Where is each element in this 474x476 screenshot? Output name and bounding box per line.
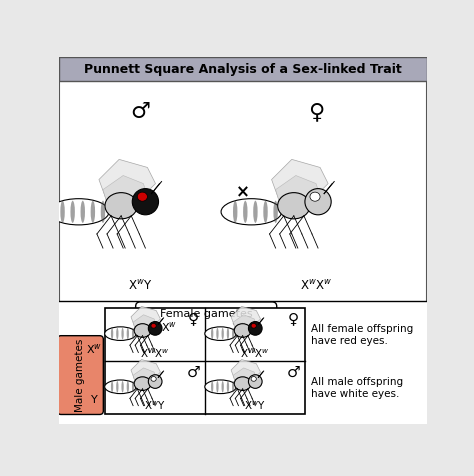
Bar — [59, 301, 427, 424]
Ellipse shape — [216, 328, 219, 339]
Text: ♂: ♂ — [186, 365, 200, 379]
Ellipse shape — [216, 381, 219, 393]
Ellipse shape — [137, 192, 147, 201]
Polygon shape — [272, 159, 328, 202]
Ellipse shape — [132, 381, 134, 393]
Ellipse shape — [251, 377, 256, 381]
Polygon shape — [131, 359, 160, 382]
Ellipse shape — [121, 328, 124, 339]
Circle shape — [305, 188, 331, 215]
Ellipse shape — [221, 328, 224, 339]
Circle shape — [248, 375, 262, 388]
Ellipse shape — [232, 328, 234, 339]
Ellipse shape — [116, 328, 118, 339]
Ellipse shape — [151, 377, 156, 381]
Polygon shape — [133, 368, 156, 384]
Ellipse shape — [205, 327, 237, 340]
Text: ♂: ♂ — [287, 365, 300, 379]
Ellipse shape — [71, 201, 75, 223]
Text: X$^W$X$^w$: X$^W$X$^w$ — [140, 346, 170, 360]
Ellipse shape — [310, 192, 320, 201]
Text: ×: × — [236, 184, 250, 202]
FancyBboxPatch shape — [57, 336, 103, 415]
Polygon shape — [231, 359, 261, 382]
Ellipse shape — [134, 324, 151, 337]
Ellipse shape — [232, 381, 234, 393]
Polygon shape — [231, 307, 261, 328]
Ellipse shape — [253, 201, 258, 223]
Polygon shape — [103, 176, 147, 206]
Polygon shape — [233, 368, 256, 384]
Ellipse shape — [221, 198, 282, 225]
Ellipse shape — [233, 201, 237, 223]
Ellipse shape — [48, 198, 109, 225]
Ellipse shape — [227, 381, 229, 393]
Text: X$^w$Y: X$^w$Y — [145, 400, 166, 412]
Text: All female offspring
have red eyes.: All female offspring have red eyes. — [311, 324, 413, 346]
Text: Y: Y — [91, 395, 98, 405]
Ellipse shape — [121, 381, 124, 393]
Polygon shape — [275, 176, 320, 206]
Ellipse shape — [101, 201, 105, 223]
Text: X$^w$: X$^w$ — [86, 341, 102, 356]
Ellipse shape — [134, 377, 151, 390]
Text: All male offspring
have white eyes.: All male offspring have white eyes. — [311, 377, 403, 399]
Ellipse shape — [105, 380, 136, 394]
Ellipse shape — [127, 328, 129, 339]
Text: Female gametes: Female gametes — [160, 309, 253, 319]
Text: X$^W$X$^w$: X$^W$X$^w$ — [240, 346, 270, 360]
Text: Male gametes: Male gametes — [75, 338, 85, 412]
Ellipse shape — [211, 381, 213, 393]
Text: X$^w$: X$^w$ — [231, 319, 247, 334]
Ellipse shape — [263, 201, 268, 223]
Ellipse shape — [81, 201, 85, 223]
Text: X$^w$X$^w$: X$^w$X$^w$ — [301, 279, 332, 293]
Bar — [59, 57, 427, 81]
FancyBboxPatch shape — [136, 302, 277, 338]
Text: ♀: ♀ — [308, 102, 325, 122]
Circle shape — [248, 322, 262, 335]
Ellipse shape — [111, 381, 113, 393]
Ellipse shape — [105, 193, 137, 219]
Ellipse shape — [227, 328, 229, 339]
Ellipse shape — [278, 193, 310, 219]
Ellipse shape — [132, 328, 134, 339]
Text: Punnett Square Analysis of a Sex-linked Trait: Punnett Square Analysis of a Sex-linked … — [84, 62, 402, 76]
Ellipse shape — [211, 328, 213, 339]
Bar — [105, 308, 305, 415]
Polygon shape — [131, 307, 160, 328]
Ellipse shape — [234, 377, 251, 390]
Ellipse shape — [127, 381, 129, 393]
Ellipse shape — [205, 380, 237, 394]
Ellipse shape — [273, 201, 278, 223]
Text: X$^w$Y: X$^w$Y — [128, 279, 152, 293]
Text: X$^w$: X$^w$ — [162, 319, 177, 334]
Text: ♂: ♂ — [130, 102, 150, 122]
Ellipse shape — [221, 381, 224, 393]
Ellipse shape — [251, 323, 256, 328]
Polygon shape — [133, 315, 156, 330]
Circle shape — [132, 188, 158, 215]
Circle shape — [148, 375, 162, 388]
Ellipse shape — [111, 328, 113, 339]
Polygon shape — [99, 159, 155, 202]
Ellipse shape — [151, 323, 156, 328]
Polygon shape — [233, 315, 256, 330]
Ellipse shape — [116, 381, 118, 393]
Ellipse shape — [91, 201, 95, 223]
Ellipse shape — [243, 201, 247, 223]
Ellipse shape — [60, 201, 65, 223]
Circle shape — [148, 322, 162, 335]
Text: ♀: ♀ — [288, 311, 299, 327]
Ellipse shape — [105, 327, 136, 340]
Text: X$^w$Y: X$^w$Y — [245, 400, 266, 412]
Text: ♀: ♀ — [188, 311, 199, 327]
Ellipse shape — [234, 324, 251, 337]
